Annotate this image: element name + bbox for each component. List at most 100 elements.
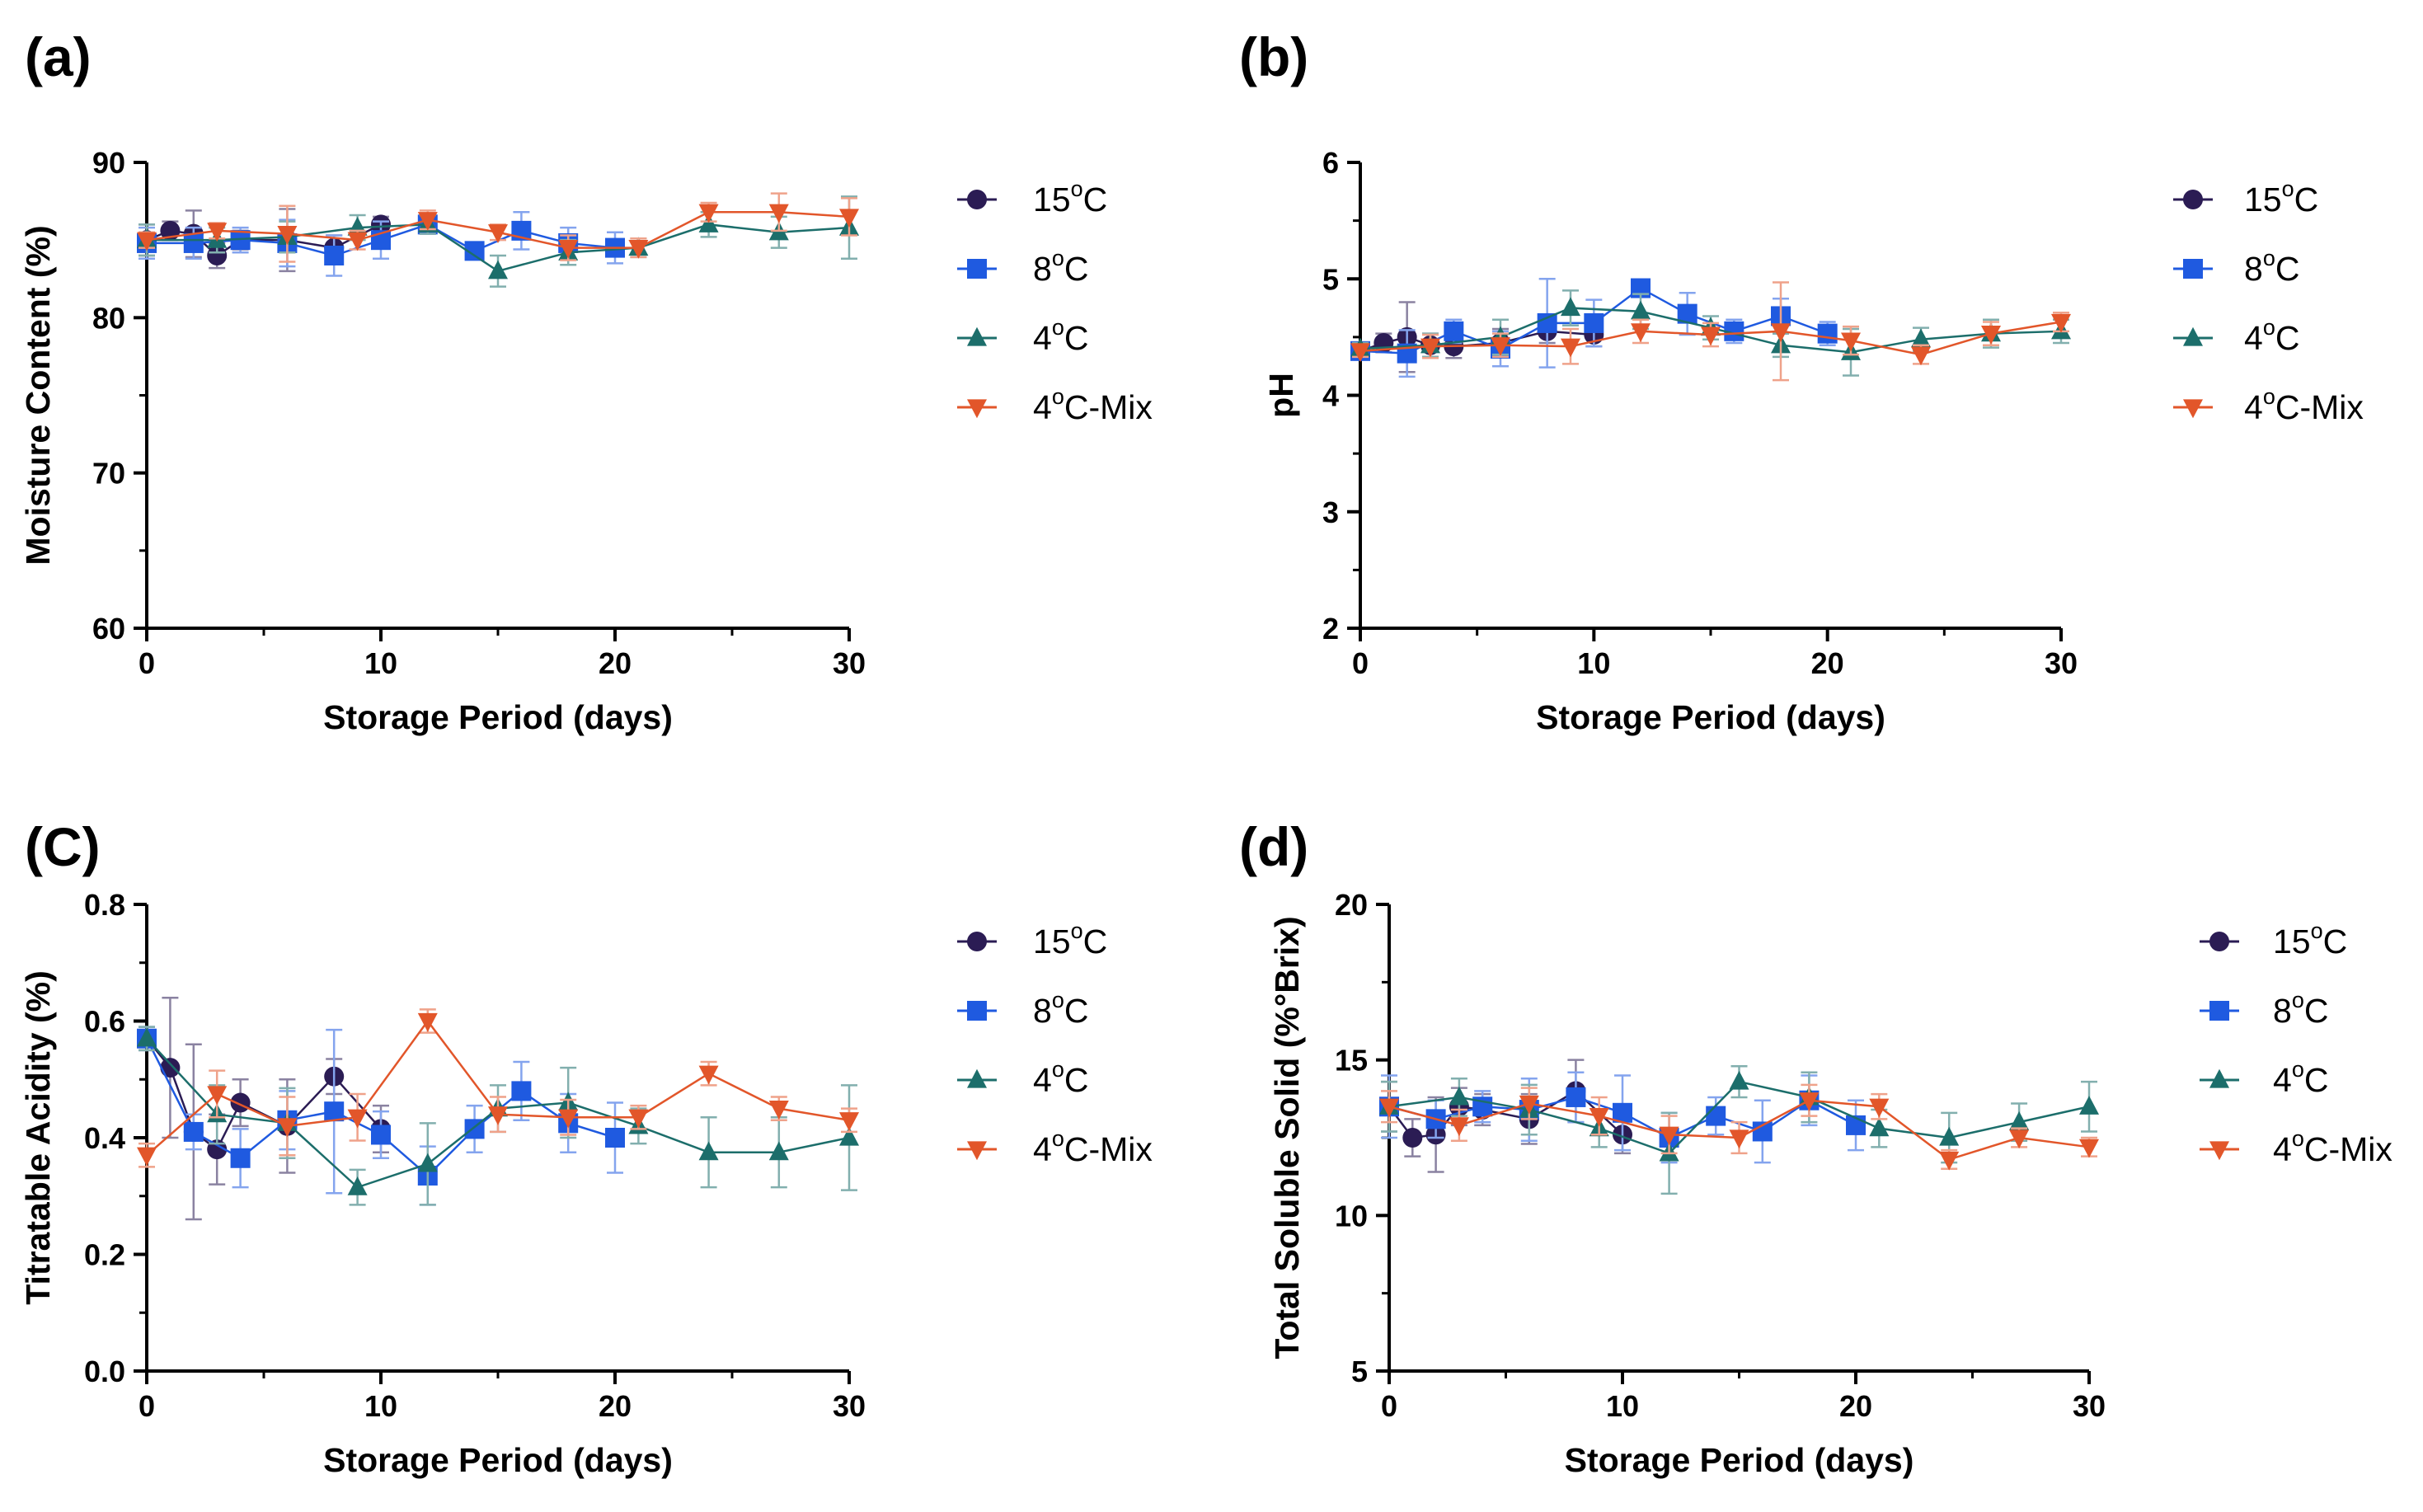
- data-point: [324, 1101, 345, 1122]
- x-tick-label: 0: [1381, 1389, 1397, 1423]
- series-4°C-Mix: [1379, 1083, 2099, 1171]
- legend-label-suffix: C: [2323, 923, 2348, 960]
- legend-label-sup: o: [1052, 988, 1064, 1012]
- data-point: [2009, 1111, 2030, 1130]
- legend-entry: 4oC: [2173, 315, 2299, 357]
- legend-marker: [967, 326, 987, 346]
- legend-entry: 15oC: [2173, 176, 2318, 218]
- data-point: [1402, 1128, 1423, 1148]
- data-point: [137, 1027, 157, 1047]
- data-point: [277, 226, 298, 245]
- data-point: [698, 214, 719, 232]
- legend-label: 15oC: [1033, 176, 1107, 218]
- legend-label-suffix: C: [1064, 992, 1089, 1030]
- data-point: [605, 1128, 625, 1148]
- legend-label-sup: o: [2263, 384, 2275, 409]
- y-tick-label: 60: [92, 612, 125, 646]
- legend-label-suffix: C: [2275, 319, 2300, 357]
- y-tick-label: 20: [1335, 888, 1368, 922]
- chart-panel: (a) 60 70 80 90 0 10 20 30 Storage Period (days) M…: [19, 26, 1153, 736]
- y-tick-label: 80: [92, 301, 125, 335]
- data-point: [1799, 1092, 1820, 1111]
- data-point: [1939, 1151, 1960, 1171]
- data-point: [1939, 1126, 1960, 1146]
- legend-marker: [967, 190, 987, 209]
- data-point: [1729, 1070, 1749, 1090]
- data-point: [207, 1086, 228, 1106]
- data-point: [511, 1081, 532, 1101]
- y-axis-title: Total Soluble Solid (%°Brix): [1268, 916, 1306, 1359]
- legend-marker: [2183, 190, 2203, 209]
- x-axis-title: Storage Period (days): [1536, 698, 1885, 736]
- legend-label-main: 15: [1033, 181, 1071, 218]
- legend-label: 4oC-Mix: [2244, 384, 2364, 426]
- legend-label-suffix: C: [1064, 1061, 1089, 1099]
- data-point: [1584, 312, 1604, 333]
- legend-label-main: 15: [1033, 923, 1071, 960]
- legend-label-main: 8: [2273, 992, 2292, 1030]
- legend-label-main: 8: [1033, 250, 1052, 288]
- legend-label-sup: o: [2311, 918, 2323, 943]
- data-point: [1701, 326, 1721, 346]
- legend-label-sup: o: [1052, 315, 1064, 340]
- data-point: [1911, 328, 1931, 348]
- legend-label: 4oC-Mix: [1033, 1126, 1153, 1168]
- legend-label-main: 8: [2244, 250, 2263, 288]
- legend-label: 4oC: [1033, 315, 1088, 357]
- data-point: [839, 1112, 859, 1131]
- legend-label: 8oC: [2244, 246, 2299, 288]
- y-tick-label: 0.6: [84, 1005, 125, 1039]
- legend-marker: [2183, 326, 2203, 346]
- data-point: [1631, 300, 1651, 320]
- legend-marker: [967, 1001, 987, 1021]
- legend-marker: [2209, 932, 2229, 951]
- data-point: [417, 1012, 438, 1032]
- data-point: [698, 1065, 719, 1085]
- legend-label: 15oC: [2244, 176, 2318, 218]
- legend-label-main: 4: [2244, 388, 2263, 426]
- series-line: [146, 1037, 382, 1152]
- legend-entry: 15oC: [2200, 918, 2347, 960]
- legend-label-sup: o: [1052, 384, 1064, 409]
- x-tick-label: 0: [139, 646, 155, 680]
- legend-marker: [2183, 399, 2203, 419]
- series-4°C-Mix: [1350, 281, 2071, 382]
- legend-label-suffix: C: [2294, 181, 2319, 218]
- data-point: [347, 232, 368, 251]
- y-tick-label: 10: [1335, 1199, 1368, 1233]
- legend-entry: 4oC: [2200, 1057, 2328, 1099]
- data-point: [207, 246, 228, 265]
- legend-entry: 4oC-Mix: [957, 384, 1153, 426]
- data-point: [628, 1109, 649, 1129]
- data-point: [347, 1109, 368, 1129]
- y-axis-title: pH: [1262, 373, 1300, 418]
- y-tick-label: 5: [1351, 1355, 1368, 1388]
- data-point: [1444, 321, 1464, 341]
- x-axis-title: Storage Period (days): [1565, 1441, 1914, 1479]
- legend-label-main: 4: [1033, 1061, 1052, 1099]
- data-point: [1561, 338, 1580, 358]
- data-point: [183, 1121, 204, 1142]
- chart-panel: (b) 2 3 4 5 6 0 10 20 30 Storage Period (days) pH 15…: [1239, 26, 2364, 736]
- legend-marker: [967, 1068, 987, 1088]
- legend-entry: 8oC: [957, 988, 1088, 1030]
- x-tick-label: 10: [364, 646, 397, 680]
- y-tick-label: 0.8: [84, 888, 125, 922]
- legend-marker: [2183, 259, 2203, 279]
- data-point: [1449, 1086, 1469, 1106]
- data-point: [1869, 1098, 1890, 1118]
- panel-label: (d): [1239, 816, 1308, 877]
- data-point: [160, 1058, 181, 1078]
- y-tick-label: 90: [92, 146, 125, 180]
- data-point: [2051, 313, 2071, 333]
- x-axis-title: Storage Period (days): [323, 698, 673, 736]
- data-point: [768, 1101, 789, 1120]
- x-tick-label: 20: [1811, 646, 1844, 680]
- data-point: [488, 1106, 508, 1125]
- legend-label-suffix: C: [2275, 250, 2300, 288]
- legend-entry: 8oC: [957, 246, 1088, 288]
- legend-label: 15oC: [2273, 918, 2347, 960]
- legend-label-main: 8: [1033, 992, 1052, 1030]
- data-point: [1841, 332, 1861, 352]
- legend-label: 8oC: [1033, 988, 1088, 1030]
